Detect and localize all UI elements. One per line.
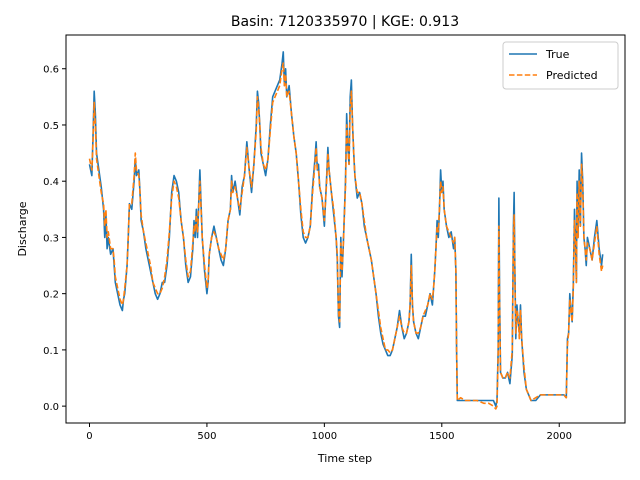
x-tick-label-0: 0 [86, 431, 92, 442]
series-line-predicted [88, 62, 604, 410]
x-tick-label-4: 2000 [547, 431, 572, 442]
y-tick-label-0: 0.0 [43, 402, 59, 413]
chart-title: Basin: 7120335970 | KGE: 0.913 [231, 14, 459, 30]
x-tick-label-1: 500 [197, 431, 216, 442]
legend-label-predicted: Predicted [546, 69, 598, 82]
y-tick-label-2: 0.2 [43, 290, 59, 301]
x-tick-label-3: 1500 [429, 431, 454, 442]
y-tick-label-1: 0.1 [43, 346, 59, 357]
y-tick-label-3: 0.3 [43, 233, 59, 244]
y-tick-label-6: 0.6 [43, 65, 59, 76]
y-axis-label: Discharge [16, 201, 29, 256]
axes-frame [65, 34, 626, 424]
x-tick-label-2: 1000 [312, 431, 337, 442]
legend: True Predicted [502, 41, 619, 90]
legend-label-true: True [545, 48, 570, 61]
plot-area: 0 500 1000 1500 2000 0.0 0.1 0.2 0.3 0.4 0.5 0.6 [43, 34, 626, 442]
x-axis-label: Time step [317, 452, 372, 465]
y-tick-label-4: 0.4 [43, 177, 59, 188]
y-tick-label-5: 0.5 [43, 121, 59, 132]
